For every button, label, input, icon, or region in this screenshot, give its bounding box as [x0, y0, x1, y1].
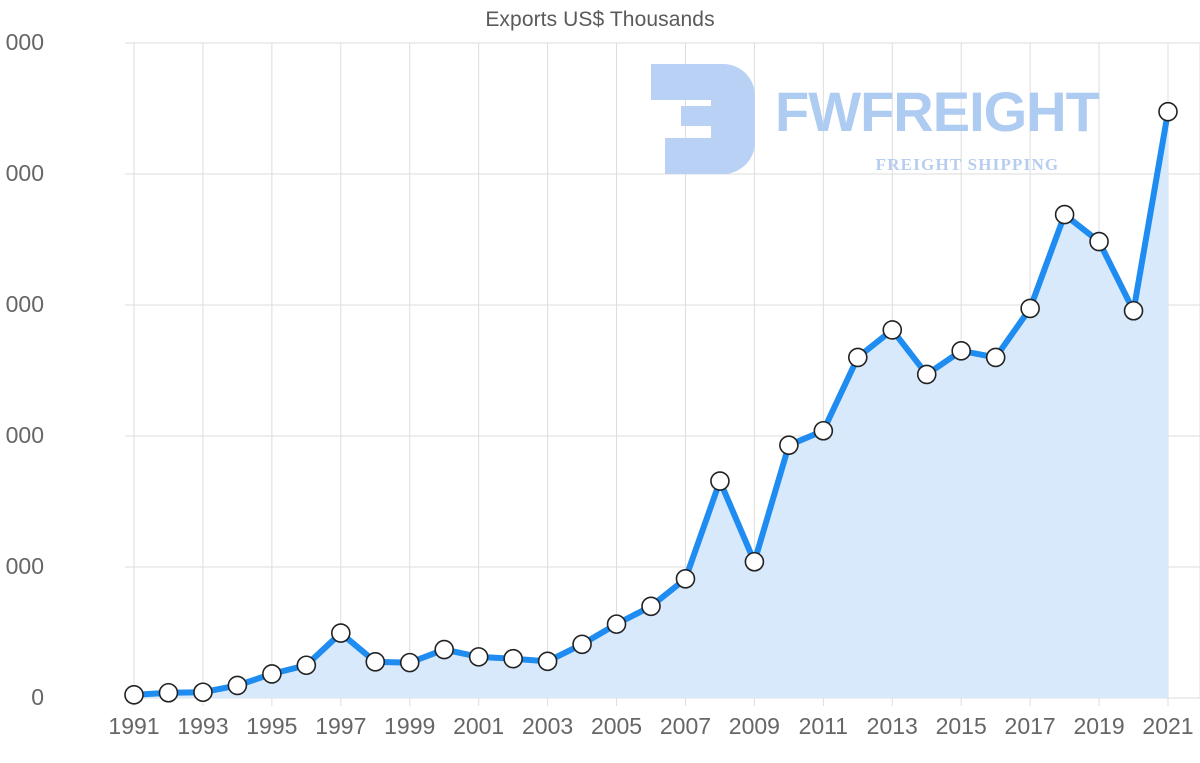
- data-point-marker[interactable]: [537, 651, 558, 672]
- chart-title: Exports US$ Thousands: [485, 8, 715, 31]
- data-point-marker[interactable]: [399, 652, 420, 673]
- x-axis-tick-label: 2017: [1004, 713, 1056, 739]
- data-point-marker[interactable]: [1158, 101, 1178, 122]
- data-point-marker[interactable]: [882, 320, 903, 340]
- y-axis-tick-label: 2 500 000: [0, 29, 44, 55]
- x-axis-tick-label: 1997: [315, 713, 367, 739]
- data-point-marker[interactable]: [744, 551, 765, 572]
- data-point-marker[interactable]: [330, 623, 351, 643]
- data-point-marker[interactable]: [365, 652, 386, 672]
- data-point-marker[interactable]: [951, 341, 972, 361]
- data-point-marker[interactable]: [503, 648, 523, 669]
- x-axis-tick-label: 2015: [935, 713, 987, 739]
- x-axis-tick-label: 2019: [1073, 713, 1125, 739]
- y-axis-tick-label: 1 500 000: [0, 291, 44, 317]
- area-fill-path: [134, 111, 1168, 698]
- y-axis-tick-labels: 0 500 000 1 000 000 1 500 000 2 000 000 2 500…: [0, 0, 122, 763]
- y-axis-tick-label: 2 000 000: [0, 160, 44, 186]
- x-axis-tick-label: 2009: [728, 713, 780, 739]
- x-axis-tick-label: 2013: [866, 713, 918, 739]
- data-point-marker[interactable]: [813, 420, 834, 441]
- data-point-marker[interactable]: [847, 347, 868, 368]
- x-axis-tick-label: 2001: [453, 713, 505, 739]
- data-point-marker[interactable]: [641, 596, 661, 617]
- data-point-marker[interactable]: [227, 675, 248, 696]
- x-axis-tick-label: 2005: [590, 713, 643, 739]
- data-point-marker[interactable]: [468, 647, 489, 667]
- data-point-marker[interactable]: [1123, 300, 1144, 321]
- data-markers: [124, 101, 1178, 705]
- y-axis-tick-label: 1 000 000: [0, 422, 44, 448]
- x-axis-tick-label: 1999: [384, 713, 436, 739]
- data-point-marker[interactable]: [1089, 231, 1109, 252]
- x-axis-tick-label: 1991: [108, 713, 160, 739]
- data-point-marker[interactable]: [296, 655, 317, 676]
- data-point-marker[interactable]: [606, 614, 627, 634]
- x-axis-tick-label: 1995: [246, 713, 298, 739]
- data-point-marker[interactable]: [434, 639, 455, 660]
- y-axis-tick-label: 500 000: [0, 553, 44, 579]
- x-axis-tick-label: 1993: [177, 713, 229, 739]
- data-point-marker[interactable]: [124, 685, 144, 705]
- data-point-marker[interactable]: [262, 664, 282, 684]
- x-axis-tick-label: 2007: [659, 713, 712, 739]
- data-point-marker[interactable]: [710, 471, 730, 491]
- data-point-marker[interactable]: [193, 682, 213, 703]
- data-point-marker[interactable]: [572, 634, 592, 655]
- x-axis-tick-label: 2011: [798, 713, 849, 739]
- x-axis-tick-label: 2003: [522, 713, 574, 739]
- data-point-marker[interactable]: [1054, 204, 1075, 225]
- y-axis-tick-label: 0: [31, 684, 44, 710]
- data-point-marker[interactable]: [675, 568, 696, 589]
- data-point-marker[interactable]: [916, 364, 937, 385]
- data-point-marker[interactable]: [158, 682, 179, 703]
- data-point-marker[interactable]: [1020, 298, 1040, 319]
- data-point-marker[interactable]: [985, 347, 1006, 368]
- area-fill: [134, 111, 1168, 698]
- data-point-marker[interactable]: [779, 435, 799, 455]
- x-axis-tick-label: 2021: [1142, 713, 1194, 739]
